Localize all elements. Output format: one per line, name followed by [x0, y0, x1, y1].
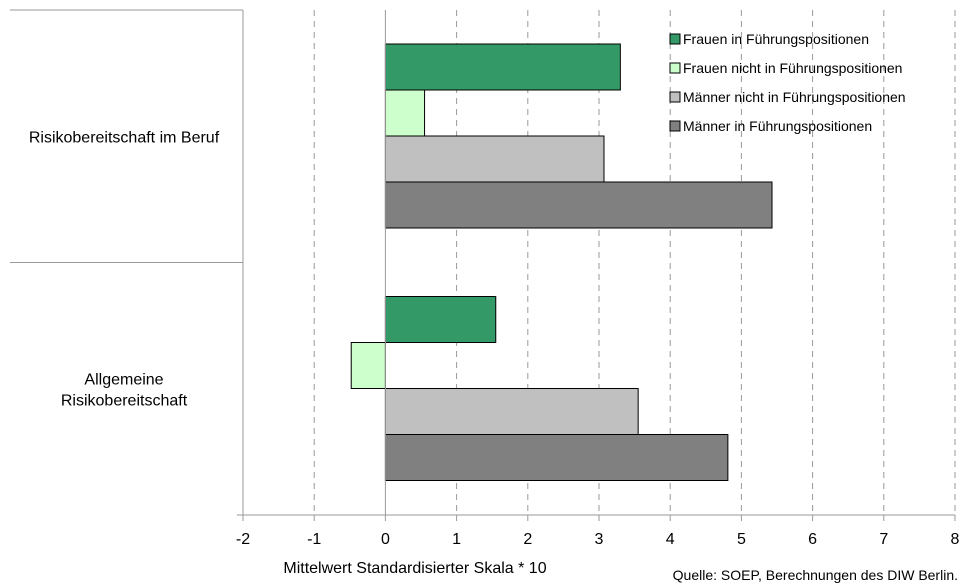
- x-tick-label-5: 3: [595, 531, 604, 548]
- bars: [350, 43, 773, 481]
- bar-cat0-series1: [384, 89, 426, 137]
- legend-label-3: Männer in Führungspositionen: [683, 118, 872, 134]
- x-tick-label-6: 4: [666, 531, 675, 548]
- bar-cat1-series3: [384, 434, 729, 481]
- category-label-1: Allgemeine Risikobereitschaft: [61, 371, 188, 409]
- x-tick-label-0: -2: [236, 531, 250, 548]
- x-tick-label-10: 8: [951, 531, 960, 548]
- bar-cat1-series1: [350, 342, 386, 389]
- x-tick-label-1: -1: [307, 531, 321, 548]
- legend-swatch-3: [669, 120, 681, 132]
- x-axis-title: Mittelwert Standardisierter Skala * 10: [283, 560, 546, 577]
- legend: Frauen in Führungspositionen Frauen nicht…: [669, 31, 906, 134]
- x-tick-label-4: 2: [523, 531, 532, 548]
- category-label-0-line-0: Risikobereitschaft im Beruf: [29, 129, 220, 146]
- x-tick-label-7: 5: [737, 531, 746, 548]
- legend-label-2: Männer nicht in Führungspositionen: [683, 89, 906, 105]
- x-tick-label-8: 6: [808, 531, 817, 548]
- category-label-1-line-0: Allgemeine: [84, 371, 163, 388]
- x-tick-label-9: 7: [879, 531, 888, 548]
- x-tick-label-3: 1: [452, 531, 461, 548]
- axes: [10, 9, 956, 521]
- x-tick-label-2: 0: [381, 531, 390, 548]
- legend-swatch-1: [669, 62, 681, 74]
- legend-swatch-0: [669, 33, 681, 45]
- source-note: Quelle: SOEP, Berechnungen des DIW Berli…: [673, 567, 958, 583]
- legend-swatch-2: [669, 91, 681, 103]
- x-tick-labels: -2 -1 0 1 2 3 4 5 6 7 8: [236, 531, 960, 548]
- bar-cat1-series0: [384, 296, 497, 343]
- legend-label-0: Frauen in Führungspositionen: [683, 31, 869, 47]
- category-label-1-line-1: Risikobereitschaft: [61, 392, 188, 409]
- category-label-0: Risikobereitschaft im Beruf: [29, 129, 220, 146]
- bar-cat0-series0: [384, 43, 621, 91]
- legend-label-1: Frauen nicht in Führungspositionen: [683, 60, 902, 76]
- bar-cat1-series2: [384, 388, 639, 435]
- bar-cat0-series3: [384, 181, 773, 229]
- category-labels: Risikobereitschaft im Beruf Allgemeine Ris…: [29, 129, 220, 409]
- bar-cat0-series2: [384, 135, 605, 183]
